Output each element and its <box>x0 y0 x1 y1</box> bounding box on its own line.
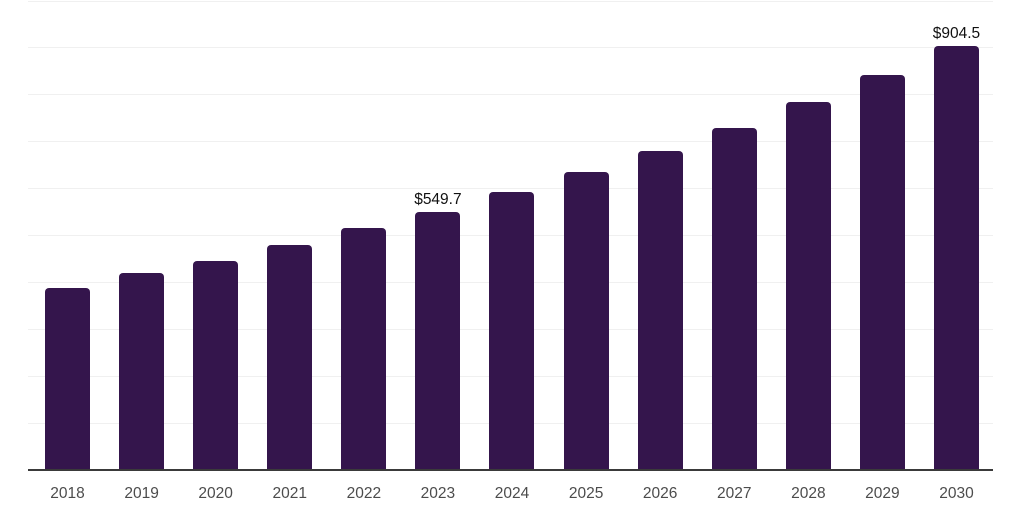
x-axis-label-2029: 2029 <box>865 485 900 502</box>
gridline-1000 <box>28 0 993 2</box>
bar-2021 <box>267 245 313 470</box>
bar-2023 <box>415 212 461 470</box>
gridline-700 <box>28 141 993 143</box>
x-axis-label-2021: 2021 <box>272 485 307 502</box>
gridline-800 <box>28 94 993 96</box>
x-axis-label-2027: 2027 <box>716 485 752 502</box>
x-axis-label-2020: 2020 <box>198 485 233 502</box>
x-axis-label-2028: 2028 <box>791 485 826 502</box>
bar-2030 <box>933 45 979 470</box>
x-axis-label-2018: 2018 <box>50 485 85 502</box>
bar-2026 <box>637 150 683 470</box>
x-axis-label-2019: 2019 <box>124 485 159 502</box>
bar-value-label-2023: $549.7 <box>414 191 462 209</box>
x-axis-label-2030: 2030 <box>939 485 974 502</box>
x-axis-label-2025: 2025 <box>568 485 604 502</box>
x-axis-label-2022: 2022 <box>346 485 382 502</box>
bar-2020 <box>193 261 239 470</box>
bar-2018 <box>45 288 90 470</box>
bar-value-label-2030: $904.5 <box>932 24 981 42</box>
bar-2025 <box>563 172 609 470</box>
bar-2022 <box>341 227 387 470</box>
x-axis-label-2026: 2026 <box>642 485 678 502</box>
bar-2019 <box>119 273 165 470</box>
bar-2027 <box>711 128 757 470</box>
bar-2029 <box>859 75 905 470</box>
gridline-600 <box>28 188 993 190</box>
x-axis-label-2023: 2023 <box>420 485 456 502</box>
bar-2028 <box>785 102 831 470</box>
bar-2024 <box>489 192 535 470</box>
gridline-900 <box>28 47 993 49</box>
x-axis-line <box>28 469 993 471</box>
x-axis-label-2024: 2024 <box>494 485 530 502</box>
